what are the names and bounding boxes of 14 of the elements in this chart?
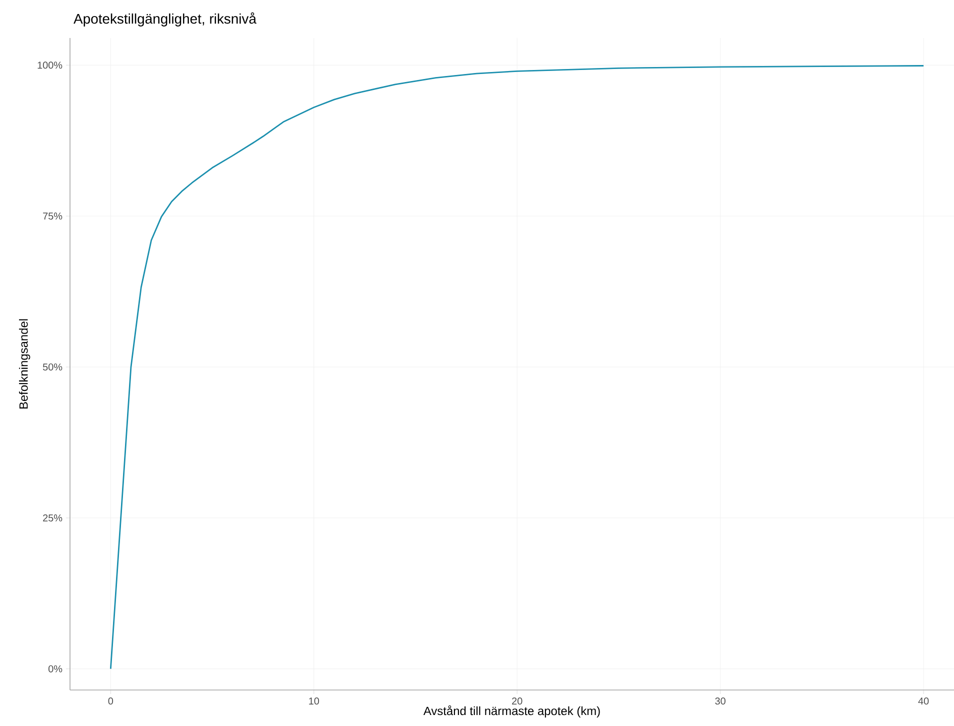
y-tick-label: 0% [48, 665, 62, 672]
y-tick-label: 25% [43, 514, 62, 522]
x-tick-label: 30 [715, 698, 726, 705]
chart-title: Apotekstillgänglighet, riksnivå [74, 12, 256, 26]
y-tick-label: 100% [38, 62, 62, 69]
y-axis-title: Befolkningsandel [19, 319, 30, 409]
x-tick-label: 40 [918, 698, 929, 705]
x-tick-label: 0 [108, 698, 114, 705]
x-tick-label: 20 [512, 698, 522, 705]
x-axis-title: Avstånd till närmaste apotek (km) [423, 705, 600, 718]
x-tick-label: 10 [309, 698, 320, 705]
line-series [110, 65, 924, 670]
y-tick-label: 50% [42, 363, 62, 371]
y-tick-label: 75% [43, 212, 62, 220]
